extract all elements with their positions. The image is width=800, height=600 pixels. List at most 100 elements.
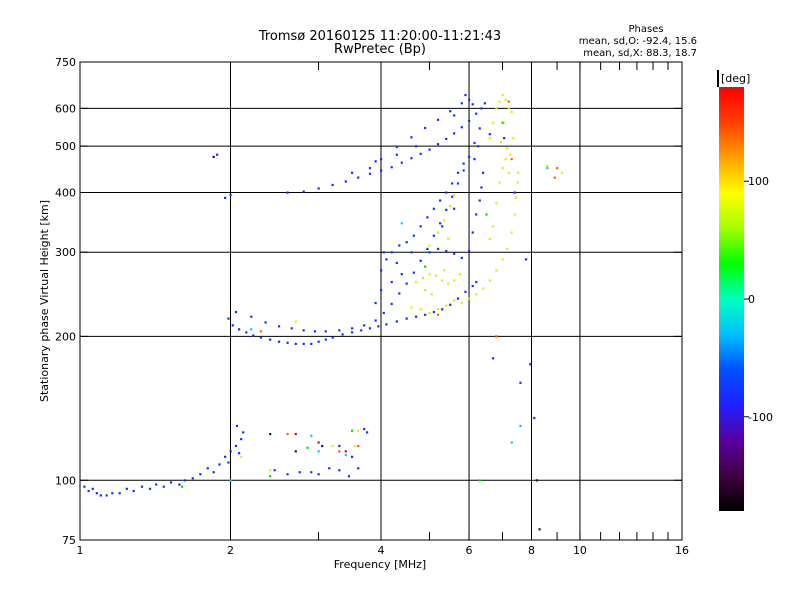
data-point [483,102,486,105]
y-tick-label: 750 [55,56,76,69]
y-tick-label: 200 [55,330,76,343]
data-point [390,251,393,254]
data-point [351,327,354,330]
data-point [478,199,481,202]
data-point [447,237,450,241]
data-point [462,169,465,172]
data-point [344,453,347,457]
data-point [132,489,135,493]
data-point [449,303,452,306]
data-point [516,181,519,184]
data-point [495,107,498,110]
data-point [445,208,448,212]
data-point [382,311,385,315]
data-point [410,136,413,139]
data-point [498,100,501,103]
x-tick-label: 2 [227,544,234,557]
data-point [338,469,341,472]
data-point [338,450,341,453]
data-point [473,158,476,161]
y-tick-label: 400 [55,186,76,199]
data-point [471,103,474,106]
data-point [374,301,377,305]
data-point [476,145,480,148]
data-point [441,308,444,311]
x-tick-label: 10 [573,544,587,557]
data-point [240,437,243,441]
data-point [488,133,491,136]
data-point [317,340,320,343]
data-point [419,152,422,155]
data-point [216,153,219,156]
data-point [380,158,383,161]
data-point [499,141,503,144]
data-point [368,327,372,330]
data-point [525,258,528,261]
data-point [229,450,232,453]
data-point [234,444,238,448]
data-point [513,213,516,216]
data-point [347,475,351,478]
data-point [91,487,94,490]
data-point [317,450,320,453]
data-point [286,341,289,344]
data-point [464,93,467,97]
data-point [485,213,488,216]
data-point [298,471,301,474]
x-tick-labels: 1 2 4 6 8 10 16 [77,544,690,557]
data-point [458,273,461,276]
data-point [475,112,478,115]
data-point [535,479,539,482]
data-point [385,323,388,326]
data-point [428,244,431,247]
y-tick-label: 300 [55,246,76,259]
data-point [538,528,541,531]
data-point [468,249,471,253]
data-point [250,328,253,331]
data-point [468,155,471,159]
data-point [242,431,245,434]
data-point [277,325,281,328]
data-point [313,330,317,333]
data-point [501,121,504,124]
data-point [264,321,267,324]
data-point [475,280,478,284]
x-tick-label: 6 [466,544,473,557]
data-point [415,315,418,318]
data-point [363,428,366,431]
data-point [111,492,114,495]
data-point [451,182,454,185]
data-point [426,216,429,219]
data-point [118,492,121,495]
data-point [140,485,144,488]
data-point [456,171,460,174]
data-point [432,310,435,314]
data-point [405,317,408,320]
data-point [382,251,385,254]
data-point [436,308,440,311]
chart-title: Tromsø 20160125 11:20:00-11:21:43 [258,29,501,44]
data-point [395,146,398,149]
y-tick-label: 75 [62,534,76,547]
data-point [338,444,341,448]
data-point [475,213,478,216]
data-point [428,311,431,315]
data-point [509,153,512,156]
data-point [234,310,238,314]
data-point [462,162,465,165]
data-point [377,325,380,328]
data-point [510,441,513,444]
data-point [507,100,510,103]
data-point [473,141,476,145]
data-point [480,186,483,189]
data-point [445,304,448,307]
data-point [506,147,509,150]
y-tick-label: 100 [55,474,76,487]
data-point [400,161,403,164]
data-point [410,306,413,309]
data-point [453,252,456,255]
data-point [519,424,522,428]
data-point [453,114,456,117]
data-point [331,183,334,187]
data-point [259,336,263,339]
